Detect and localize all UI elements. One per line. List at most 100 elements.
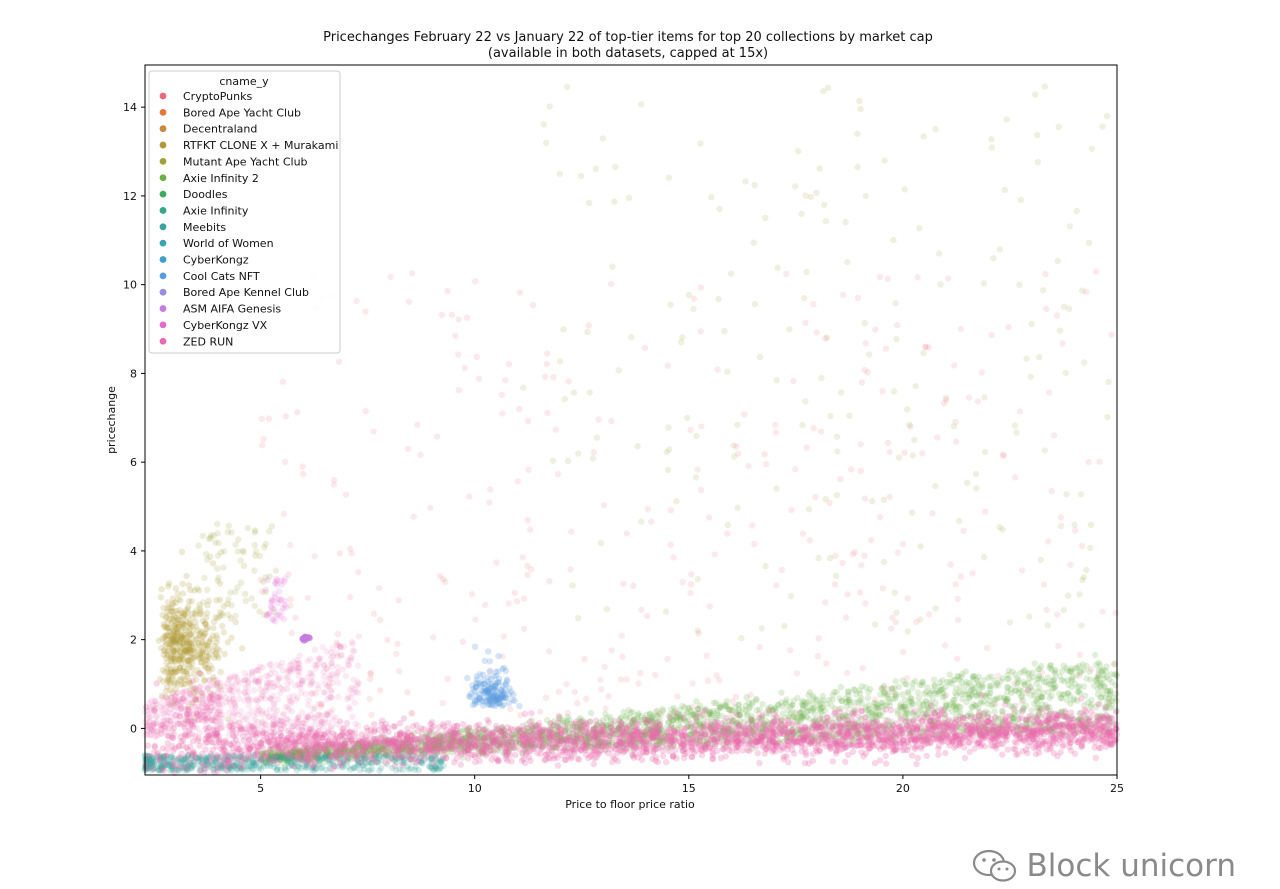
scatter-point xyxy=(548,726,555,733)
scatter-point xyxy=(966,694,973,701)
scatter-point xyxy=(996,722,1003,729)
scatter-point xyxy=(801,730,808,738)
scatter-point xyxy=(630,582,637,589)
scatter-point xyxy=(353,753,360,760)
scatter-point xyxy=(1024,686,1032,694)
scatter-point xyxy=(505,738,513,745)
scatter-point xyxy=(1042,707,1050,715)
scatter-point xyxy=(367,745,374,753)
scatter-point xyxy=(558,735,565,742)
scatter-point xyxy=(415,739,422,747)
scatter-point xyxy=(879,388,886,395)
scatter-point xyxy=(725,706,732,713)
scatter-point xyxy=(862,706,869,714)
scatter-point xyxy=(1011,680,1018,687)
scatter-point xyxy=(794,714,801,721)
scatter-point xyxy=(1099,727,1106,735)
scatter-point xyxy=(867,732,874,740)
scatter-point xyxy=(576,720,583,727)
scatter-point xyxy=(919,450,926,457)
scatter-point xyxy=(614,726,622,733)
scatter-point xyxy=(723,698,730,705)
scatter-point xyxy=(663,448,670,456)
scatter-point xyxy=(189,677,196,685)
scatter-point xyxy=(1074,697,1081,704)
scatter-point xyxy=(958,713,965,720)
scatter-point xyxy=(917,616,924,623)
scatter-point xyxy=(605,693,612,700)
scatter-point xyxy=(447,735,454,743)
scatter-point xyxy=(707,720,714,727)
scatter-point xyxy=(617,714,625,721)
scatter-point xyxy=(232,618,239,626)
scatter-point xyxy=(409,748,416,755)
scatter-point xyxy=(1073,207,1080,215)
scatter-point xyxy=(899,705,907,713)
scatter-point xyxy=(394,640,401,647)
scatter-point xyxy=(1070,724,1077,731)
scatter-point xyxy=(829,696,836,703)
scatter-point xyxy=(856,687,863,694)
scatter-point xyxy=(832,739,840,746)
scatter-point xyxy=(282,756,289,763)
scatter-point xyxy=(861,726,869,733)
scatter-point xyxy=(799,530,807,537)
scatter-point xyxy=(728,710,735,718)
scatter-point xyxy=(1078,622,1085,629)
scatter-point xyxy=(987,673,995,680)
scatter-point xyxy=(429,742,436,749)
scatter-point xyxy=(614,758,621,765)
scatter-point xyxy=(258,415,265,422)
scatter-point xyxy=(885,695,892,703)
scatter-point xyxy=(1024,717,1031,725)
scatter-point xyxy=(907,720,914,727)
scatter-point xyxy=(783,270,790,278)
scatter-point xyxy=(510,731,517,739)
scatter-point xyxy=(507,745,514,752)
scatter-point xyxy=(276,756,284,763)
scatter-point xyxy=(668,721,675,728)
scatter-point xyxy=(334,755,342,762)
scatter-point xyxy=(831,581,839,588)
scatter-point xyxy=(336,550,343,557)
scatter-point xyxy=(272,753,279,760)
scatter-point xyxy=(778,566,785,574)
scatter-point xyxy=(634,443,641,450)
scatter-point xyxy=(553,741,560,748)
scatter-point xyxy=(696,702,704,709)
scatter-point xyxy=(577,722,585,729)
scatter-point xyxy=(332,748,339,755)
scatter-point xyxy=(929,717,936,724)
scatter-point xyxy=(930,676,938,683)
scatter-point xyxy=(697,486,705,494)
scatter-point xyxy=(752,726,759,733)
scatter-point xyxy=(546,648,553,655)
scatter-point xyxy=(272,753,279,761)
scatter-point xyxy=(287,602,294,609)
scatter-point xyxy=(659,706,666,713)
scatter-point xyxy=(934,708,941,715)
scatter-point xyxy=(1095,672,1102,679)
scatter-point xyxy=(1011,474,1019,481)
scatter-point xyxy=(570,739,577,746)
scatter-point xyxy=(717,704,724,711)
scatter-point xyxy=(1098,680,1105,687)
scatter-point xyxy=(972,470,980,478)
scatter-point xyxy=(495,668,502,675)
scatter-point xyxy=(979,683,986,690)
scatter-point xyxy=(1103,663,1110,670)
scatter-point xyxy=(914,274,921,281)
scatter-point xyxy=(696,737,703,744)
scatter-point xyxy=(315,749,322,757)
scatter-point xyxy=(485,648,492,655)
scatter-point xyxy=(166,670,173,677)
scatter-point xyxy=(1052,666,1059,674)
scatter-point xyxy=(989,727,997,734)
scatter-point xyxy=(486,736,494,744)
scatter-point xyxy=(179,580,186,588)
scatter-point xyxy=(912,383,919,390)
scatter-point xyxy=(577,172,585,180)
scatter-point xyxy=(1087,521,1095,529)
scatter-point xyxy=(812,697,820,704)
scatter-point xyxy=(556,170,563,177)
